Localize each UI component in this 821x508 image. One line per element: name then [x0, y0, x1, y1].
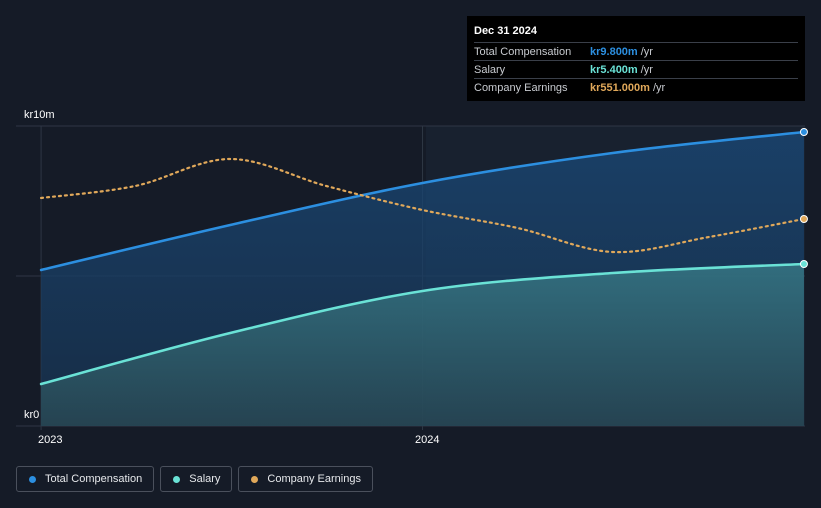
- end-point-company-earnings: [799, 215, 808, 223]
- tooltip-label: Company Earnings: [474, 81, 568, 94]
- legend-label: Company Earnings: [267, 473, 361, 485]
- line-salary: [39, 262, 806, 386]
- legend: Total Compensation Salary Company Earnin…: [16, 466, 379, 492]
- tooltip-unit: /yr: [640, 45, 653, 58]
- legend-dot-icon: [29, 475, 36, 483]
- tooltip-row-salary: Salary kr5.400m /yr: [474, 60, 798, 78]
- legend-dot-icon: [173, 475, 181, 483]
- line-total-compensation: [39, 130, 806, 272]
- tooltip-row-total: Total Compensation kr9.800m /yr: [474, 42, 798, 60]
- series-areas: [41, 132, 804, 426]
- legend-label: Salary: [189, 473, 221, 485]
- tooltip-unit: /yr: [652, 81, 666, 94]
- x-tick-label-2024: 2024: [415, 434, 439, 446]
- y-tick-label-bottom: kr0: [24, 409, 39, 421]
- tooltip-value: kr551.000m: [590, 81, 650, 94]
- series-end-markers: [799, 128, 808, 268]
- tooltip-value: kr5.400m: [590, 63, 638, 76]
- legend-label: Total Compensation: [45, 473, 143, 485]
- line-company-earnings: [39, 157, 806, 254]
- tooltip-row-earnings: Company Earnings kr551.000m /yr: [474, 78, 798, 96]
- compensation-chart: kr10m kr0 2023 2024: [16, 109, 808, 446]
- tooltip-unit: /yr: [640, 63, 653, 76]
- end-point-salary: [799, 260, 808, 268]
- tooltip-label: Salary: [474, 63, 506, 76]
- x-tick-label-2023: 2023: [38, 434, 62, 446]
- y-tick-label-top: kr10m: [24, 109, 55, 121]
- legend-dot-icon: [251, 475, 259, 483]
- tooltip-date: Dec 31 2024: [474, 25, 537, 37]
- tooltip-label: Total Compensation: [474, 45, 572, 58]
- end-point-total-compensation: [799, 128, 808, 136]
- legend-item-salary[interactable]: Salary: [160, 466, 233, 492]
- tooltip-value: kr9.800m: [590, 45, 638, 58]
- legend-item-company-earnings[interactable]: Company Earnings: [238, 466, 373, 492]
- legend-item-total-compensation[interactable]: Total Compensation: [16, 466, 155, 492]
- tooltip: Dec 31 2024 Total Compensation kr9.800m …: [467, 16, 805, 101]
- series-lines: [39, 130, 806, 386]
- area-salary: [41, 264, 804, 426]
